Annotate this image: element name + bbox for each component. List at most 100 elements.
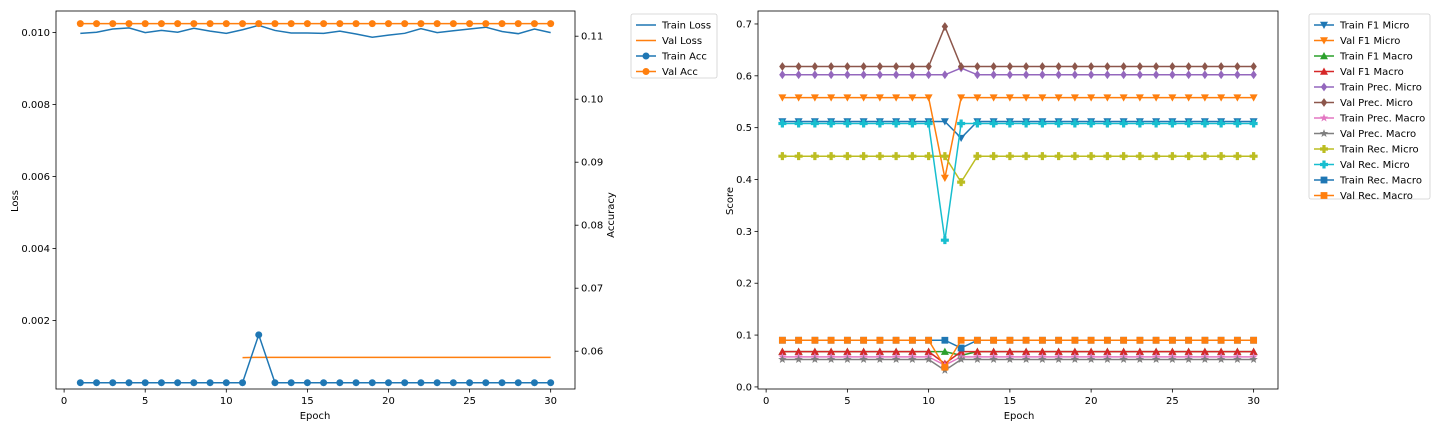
- right-y-tick-label: 0.11: [581, 32, 603, 43]
- y-tick-label: 0.4: [736, 175, 752, 186]
- data-point: [93, 20, 101, 28]
- legend-entry-train-rec-macro: Train Rec. Macro: [1314, 176, 1422, 187]
- data-point: [255, 20, 263, 28]
- data-point: [1054, 347, 1063, 355]
- data-point: [794, 347, 803, 355]
- data-point: [973, 347, 982, 355]
- data-point: [1022, 94, 1031, 102]
- data-point: [1070, 347, 1079, 355]
- x-tick-label: 15: [1004, 396, 1017, 407]
- series-val-prec-macro: [778, 355, 1258, 374]
- data-point: [174, 379, 182, 387]
- data-point: [779, 62, 786, 71]
- data-point: [827, 70, 835, 80]
- series-val-acc: [76, 20, 555, 28]
- data-point: [530, 20, 538, 28]
- x-tick-label: 15: [301, 396, 314, 407]
- data-point: [794, 94, 803, 102]
- y-tick-label: 0.2: [736, 279, 752, 290]
- data-point: [1233, 347, 1242, 355]
- data-point: [1070, 119, 1079, 128]
- data-point: [827, 152, 836, 161]
- data-point: [157, 20, 165, 28]
- x-tick-label: 5: [142, 396, 148, 407]
- y-tick-label: 0.5: [736, 123, 752, 134]
- series-train-rec-micro: [778, 152, 1258, 187]
- data-point: [1233, 355, 1242, 363]
- right-y-axis-ticks: 0.06 0.07 0.08 0.09 0.10 0.11: [575, 32, 603, 358]
- data-point: [924, 347, 933, 355]
- right-y-tick-label: 0.10: [581, 95, 603, 106]
- data-point: [1184, 347, 1193, 355]
- data-point: [1021, 355, 1031, 363]
- data-point: [1185, 70, 1192, 80]
- data-point: [1200, 152, 1209, 161]
- data-point: [1135, 94, 1144, 102]
- data-point: [973, 152, 982, 161]
- legend-marker: [1320, 67, 1328, 75]
- data-point: [1233, 336, 1241, 344]
- data-point: [989, 355, 998, 363]
- data-point: [206, 20, 214, 28]
- data-point: [1200, 119, 1209, 128]
- data-point: [1119, 355, 1128, 363]
- data-point: [1103, 336, 1111, 344]
- data-point: [417, 379, 425, 387]
- series-val-f1-micro: [778, 94, 1258, 182]
- data-point: [1038, 119, 1047, 128]
- data-point: [482, 379, 490, 387]
- legend-marker: [1320, 98, 1328, 107]
- legend-label: Train Acc: [661, 52, 707, 63]
- data-point: [239, 20, 247, 28]
- data-point: [908, 347, 917, 355]
- data-point: [908, 355, 917, 363]
- data-point: [940, 152, 949, 161]
- legend-label: Val Rec. Micro: [1340, 160, 1410, 171]
- data-point: [466, 379, 474, 387]
- legend-marker: [1319, 129, 1329, 138]
- data-point: [892, 94, 901, 102]
- data-point: [794, 119, 803, 128]
- legend-label: Val Prec. Micro: [1340, 98, 1413, 109]
- data-point: [1054, 152, 1063, 161]
- legend-entry-train-prec-macro: Train Prec. Macro: [1314, 114, 1425, 125]
- data-point: [255, 331, 263, 339]
- data-point: [860, 70, 867, 80]
- data-point: [1168, 119, 1177, 128]
- data-point: [76, 20, 84, 28]
- data-point: [811, 62, 819, 71]
- legend-entry-val-f1-micro: Val F1 Micro: [1314, 36, 1400, 47]
- legend-label: Val Rec. Macro: [1340, 191, 1413, 202]
- legend-frame: [1308, 13, 1431, 200]
- legend-label: Train Rec. Micro: [1339, 145, 1419, 156]
- data-point: [109, 20, 117, 28]
- data-point: [1201, 70, 1209, 80]
- data-point: [1135, 119, 1144, 128]
- data-point: [482, 20, 490, 28]
- data-point: [989, 152, 998, 161]
- data-point: [417, 20, 425, 28]
- data-point: [1233, 152, 1242, 161]
- legend-marker: [1320, 192, 1328, 199]
- data-point: [1151, 355, 1161, 363]
- data-point: [239, 379, 247, 387]
- data-point: [908, 119, 917, 128]
- data-point: [547, 20, 555, 28]
- data-point: [401, 20, 409, 28]
- data-point: [1234, 62, 1241, 71]
- data-point: [1185, 336, 1193, 344]
- data-point: [892, 70, 900, 80]
- series-line: [782, 96, 1254, 179]
- data-point: [1184, 94, 1193, 102]
- data-point: [1185, 62, 1192, 71]
- data-point: [271, 379, 279, 387]
- legend-label: Train F1 Micro: [1339, 21, 1409, 32]
- data-point: [1120, 62, 1127, 71]
- data-point: [1249, 94, 1258, 102]
- data-point: [1119, 119, 1128, 128]
- data-point: [1152, 336, 1160, 344]
- data-point: [859, 347, 868, 355]
- data-point: [1087, 94, 1096, 102]
- y-axis-label: Score: [725, 187, 736, 215]
